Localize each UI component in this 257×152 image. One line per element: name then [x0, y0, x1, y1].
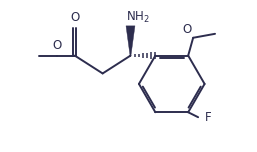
Text: O: O — [70, 11, 79, 24]
Text: O: O — [182, 23, 192, 36]
Polygon shape — [126, 26, 135, 57]
Text: O: O — [52, 39, 61, 52]
Text: F: F — [205, 111, 211, 124]
Text: NH$_2$: NH$_2$ — [126, 9, 149, 24]
